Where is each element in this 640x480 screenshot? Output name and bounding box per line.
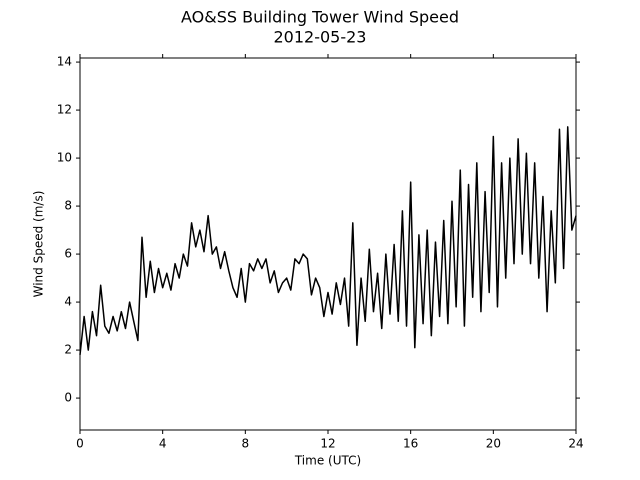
y-tick-label: 14 — [57, 55, 72, 69]
chart-title: AO&SS Building Tower Wind Speed — [181, 8, 459, 27]
x-axis-label: Time (UTC) — [294, 454, 361, 468]
y-tick-label: 8 — [64, 199, 72, 213]
x-tick-label: 20 — [486, 437, 501, 451]
plot-frame — [79, 57, 577, 431]
x-tick-label: 0 — [76, 437, 84, 451]
x-tick-label: 24 — [568, 437, 583, 451]
x-tick-label: 4 — [159, 437, 167, 451]
y-tick-label: 2 — [64, 343, 72, 357]
data-line — [79, 126, 577, 355]
y-tick-label: 6 — [64, 247, 72, 261]
y-tick-label: 4 — [64, 295, 72, 309]
y-tick-label: 10 — [57, 151, 72, 165]
y-tick-label: 0 — [64, 391, 72, 405]
y-tick-label: 12 — [57, 103, 72, 117]
chart-subtitle: 2012-05-23 — [274, 28, 367, 47]
y-axis-label: Wind Speed (m/s) — [32, 191, 46, 298]
x-tick-label: 16 — [403, 437, 418, 451]
x-tick-label: 8 — [242, 437, 250, 451]
x-tick-label: 12 — [320, 437, 335, 451]
